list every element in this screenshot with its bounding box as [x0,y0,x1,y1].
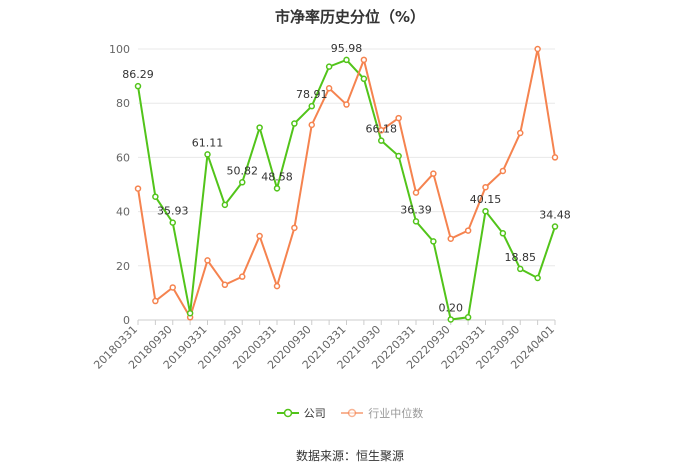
data-point-industry [412,189,420,196]
data-point-industry [134,185,142,192]
data-point-company [551,223,559,230]
data-point-industry [325,85,333,92]
data-point-company [325,63,333,70]
data-label: 66.18 [366,123,398,136]
data-label: 18.85 [505,251,537,264]
legend-item-industry[interactable]: 行业中位数 [341,405,423,421]
data-point-company [378,137,385,144]
data-point-company [412,218,420,225]
legend-company-icon [276,408,299,418]
data-point-industry [447,235,454,242]
data-point-industry [360,56,368,64]
data-point-company [291,120,298,127]
legend: 公司 行业中位数 [0,405,700,421]
data-point-industry [152,297,159,305]
data-point-industry [343,101,350,108]
data-point-industry [517,129,524,137]
data-source: 数据来源：恒生聚源 [295,449,404,463]
data-label: 95.98 [331,42,363,55]
data-point-industry [273,282,281,290]
data-point-company [308,102,315,110]
data-point-company [169,219,176,226]
chart-title: 市净率历史分位（%） [274,8,426,26]
data-point-company [239,179,246,186]
y-tick-label: 20 [116,260,130,273]
data-label: 48.58 [261,170,293,183]
y-tick-label: 100 [109,43,130,56]
data-point-company [256,124,263,131]
data-point-industry [169,284,176,291]
data-point-industry [482,183,489,191]
data-label: 50.82 [227,164,259,177]
legend-industry-icon [341,408,364,418]
data-point-industry [464,227,472,234]
data-point-company [499,230,507,237]
data-point-company [447,316,454,323]
data-point-company [534,274,541,282]
line-chart: 0204060801002018033120180930201903312019… [91,42,571,372]
data-point-industry [308,121,315,129]
data-label: 0.20 [439,301,464,314]
data-point-company [395,152,402,160]
data-point-industry [256,232,263,240]
data-point-industry [430,170,437,177]
data-label: 35.93 [157,205,189,218]
data-point-industry [378,127,385,134]
data-point-company [482,207,489,215]
data-point-company [360,75,368,83]
data-point-company [343,56,350,64]
series-line-industry [137,48,556,320]
data-point-company [204,151,211,158]
y-tick-label: 80 [116,97,130,110]
data-point-industry [221,281,229,289]
data-point-industry [499,167,507,175]
data-point-company [273,185,281,192]
data-point-company [152,193,159,200]
data-point-company [221,201,229,209]
legend-industry-label: 行业中位数 [368,407,424,420]
y-tick-label: 0 [123,314,130,327]
y-tick-label: 60 [116,151,130,164]
data-label: 61.11 [192,136,224,149]
data-point-company [464,314,472,321]
data-point-industry [204,257,211,264]
data-point-industry [291,224,298,232]
data-point-company [430,238,437,245]
data-point-company [517,265,524,273]
legend-company-label: 公司 [303,407,326,420]
data-label: 78.91 [296,88,328,101]
data-point-industry [534,45,541,53]
data-label: 86.29 [122,68,154,81]
y-tick-label: 40 [116,206,130,219]
data-label: 36.39 [400,203,432,216]
data-point-industry [239,273,246,280]
data-label: 40.15 [470,193,502,206]
data-label: 34.48 [539,209,571,222]
data-point-company [134,82,142,90]
legend-item-company[interactable]: 公司 [276,405,326,421]
data-point-industry [395,114,402,122]
data-point-industry [551,154,559,161]
data-point-company [186,309,194,317]
